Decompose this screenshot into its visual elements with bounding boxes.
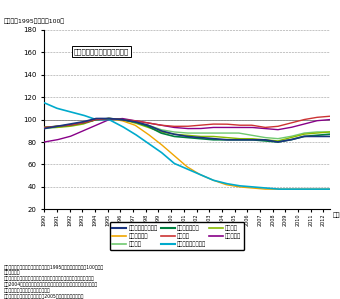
Text: 指数：（1995年４月＝100）: 指数：（1995年４月＝100） (3, 18, 65, 24)
Text: （年月）: （年月） (333, 213, 340, 219)
Text: 輸出物価（契約通貨ベース）: 輸出物価（契約通貨ベース） (74, 48, 129, 55)
Text: 備考：各指数につき、過去の円高時（1995年４月）を基準（＝100）とし
　　て算出。
　　なお、電気機器・情報通信機器及び電子部品・デバイスについては、
　　: 備考：各指数につき、過去の円高時（1995年４月）を基準（＝100）とし て算出… (3, 265, 103, 299)
Legend: 工業製品（総平均）, 情報通信機器, 電気機器, 電気・電子機器, 一般機器, 電子部品・デバイス, 精密機器, 輸送用機器: 工業製品（総平均）, 情報通信機器, 電気機器, 電気・電子機器, 一般機器, … (110, 222, 244, 250)
